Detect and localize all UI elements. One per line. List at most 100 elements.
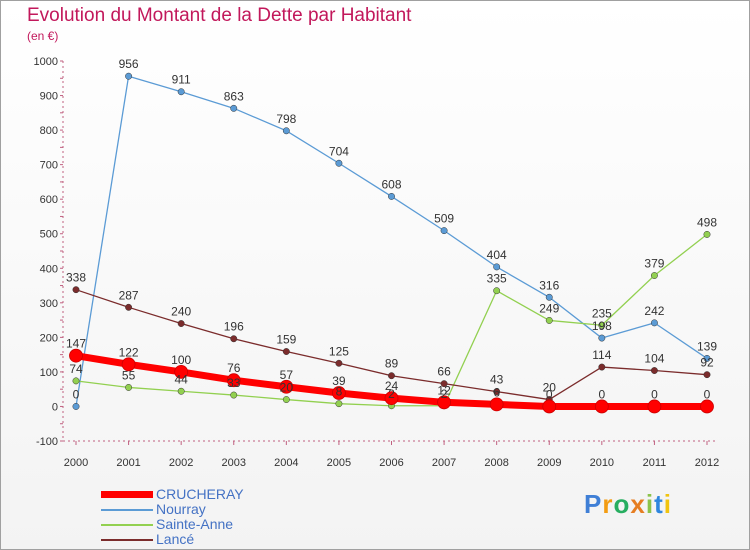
x-tick-label: 2005 (327, 457, 351, 469)
data-point (437, 395, 451, 410)
chart-subtitle: (en €) (27, 29, 59, 43)
data-point (282, 127, 290, 135)
data-point (440, 380, 448, 388)
data-label: 863 (224, 89, 244, 103)
data-point (174, 365, 189, 379)
data-label: 956 (119, 57, 139, 71)
chart-title: Evolution du Montant de la Dette par Hab… (27, 5, 412, 26)
x-tick-label: 2004 (274, 457, 298, 469)
data-label: 57 (280, 368, 294, 382)
data-point (230, 335, 238, 343)
data-label: 249 (539, 301, 559, 315)
legend-swatch (101, 508, 153, 511)
x-tick-label: 2012 (695, 457, 719, 469)
data-label: 240 (171, 305, 191, 319)
data-label: 316 (539, 278, 559, 292)
data-label: 911 (172, 73, 191, 87)
y-tick-label: 200 (40, 332, 58, 344)
data-point (598, 363, 606, 371)
y-tick-label: 900 (40, 91, 58, 103)
legend-label: Nourray (156, 501, 206, 517)
y-tick-label: -100 (36, 436, 58, 448)
data-label: 498 (697, 215, 717, 229)
legend-label: CRUCHERAY (156, 486, 244, 502)
data-point (703, 371, 711, 379)
data-label: 100 (171, 353, 191, 367)
data-point (647, 399, 662, 414)
data-label: 379 (644, 257, 664, 271)
data-label: 196 (224, 320, 244, 334)
data-label: 235 (592, 306, 612, 320)
data-label: 104 (644, 352, 664, 366)
data-label: 0 (651, 387, 658, 401)
data-label: 20 (543, 381, 557, 395)
data-label: 198 (592, 319, 612, 333)
data-point (388, 192, 395, 200)
data-point (545, 293, 553, 301)
data-label: 335 (487, 272, 507, 286)
y-tick-label: 700 (40, 160, 58, 172)
data-label: 0 (704, 387, 711, 401)
data-label: 704 (329, 144, 349, 158)
data-point (177, 320, 185, 327)
x-tick-label: 2001 (116, 457, 140, 469)
y-tick-label: 1000 (34, 56, 58, 68)
data-point (703, 230, 711, 238)
data-point (69, 348, 83, 363)
data-point (335, 159, 343, 167)
data-point (703, 354, 711, 362)
data-label: 509 (434, 212, 454, 226)
data-label: 139 (697, 339, 717, 353)
legend-label: Lancé (156, 531, 195, 547)
data-label: 0 (546, 387, 553, 401)
data-point (650, 272, 658, 279)
data-point (226, 373, 241, 388)
data-point (493, 287, 501, 295)
data-point (72, 286, 80, 294)
data-label: 43 (490, 373, 504, 387)
data-point (332, 386, 346, 400)
data-label: 20 (280, 381, 294, 395)
legend-item: Sainte-Anne (101, 517, 244, 532)
data-point (125, 72, 133, 80)
y-tick-label: 600 (40, 194, 58, 206)
data-label: 6 (493, 385, 500, 399)
legend: CRUCHERAY Nourray Sainte-Anne Lancé (101, 487, 244, 547)
data-point (125, 303, 133, 311)
y-tick-label: 0 (52, 401, 58, 413)
data-point (542, 399, 557, 414)
data-label: 39 (332, 374, 346, 388)
series-layer (69, 72, 714, 414)
data-label: 159 (276, 333, 296, 347)
data-label: 287 (119, 288, 139, 302)
data-point (177, 88, 185, 96)
data-point (545, 316, 553, 324)
x-tick-label: 2006 (379, 457, 403, 469)
data-point (493, 388, 501, 396)
legend-swatch (101, 523, 153, 526)
data-label: 24 (385, 379, 399, 393)
x-tick-label: 2011 (643, 457, 667, 469)
legend-swatch (101, 538, 153, 541)
x-tick-label: 2007 (432, 457, 456, 469)
y-tick-label: 800 (40, 125, 58, 137)
y-tick-label: 300 (40, 298, 58, 310)
data-point (598, 321, 606, 329)
data-point (388, 372, 395, 380)
y-tick-label: 500 (40, 229, 58, 241)
data-label: 12 (437, 383, 451, 397)
axes: -100010020030040050060070080090010002000… (34, 56, 720, 469)
data-label: 74 (69, 362, 83, 376)
x-tick-label: 2009 (537, 457, 561, 469)
data-label: 2 (388, 387, 395, 401)
data-label: 404 (487, 248, 507, 262)
x-tick-label: 2008 (484, 457, 508, 469)
legend-swatch (101, 491, 153, 498)
y-tick-label: 100 (40, 367, 58, 379)
data-point (125, 384, 133, 391)
data-label: 338 (66, 271, 86, 285)
legend-label: Sainte-Anne (156, 516, 234, 532)
data-point (282, 396, 290, 403)
